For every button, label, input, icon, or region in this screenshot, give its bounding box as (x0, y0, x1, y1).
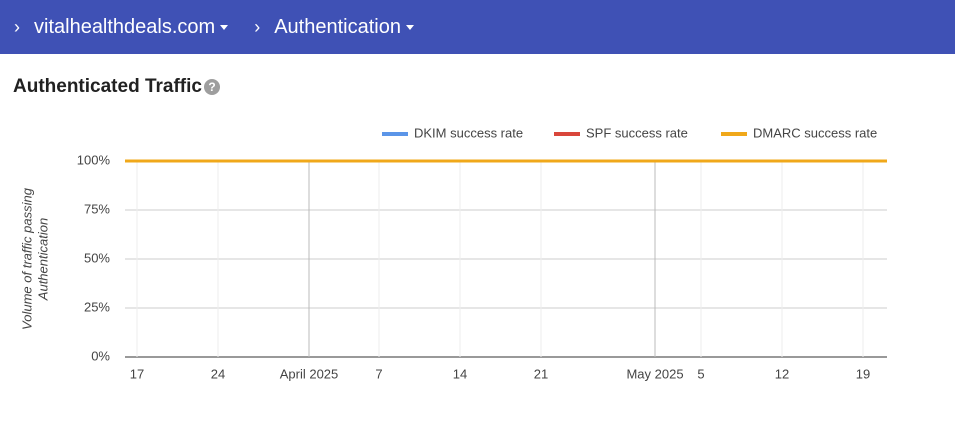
x-tick-label: April 2025 (280, 366, 339, 381)
section-select[interactable]: Authentication (274, 16, 414, 39)
x-tick-label: 24 (211, 366, 225, 381)
x-tick-label: May 2025 (626, 366, 683, 381)
y-tick-label: 0% (91, 348, 110, 363)
chevron: › (14, 16, 20, 37)
y-axis-label: Authentication (35, 218, 50, 301)
x-tick-label: 7 (375, 366, 382, 381)
y-tick-label: 100% (77, 152, 111, 167)
chevron: › (254, 16, 261, 37)
section: Authentication (274, 15, 401, 38)
legend-label: DMARC success rate (753, 125, 877, 140)
legend-label: SPF success rate (586, 125, 688, 140)
chart: 0% 25% 50% 75% 100% 17 24 April 2025 7 14 21 May 20… (19, 125, 887, 381)
x-tick-label: 17 (130, 366, 144, 381)
y-tick-label: 50% (84, 250, 110, 265)
panel-title: Authenticated Traffic (13, 76, 202, 97)
x-tick-label: 5 (697, 366, 704, 381)
domain: vitalhealthdeals.com (34, 15, 216, 38)
y-tick-label: 75% (84, 201, 110, 216)
y-tick-label: 25% (84, 299, 110, 314)
x-tick-label: 14 (453, 366, 467, 381)
y-axis-label: Volume of traffic passing (19, 187, 34, 330)
x-tick-label: 12 (775, 366, 789, 381)
help-icon[interactable]: ? (203, 79, 220, 95)
top-bar: › vitalhealthdeals.com › Authentication (0, 0, 955, 54)
panel-heading: Authenticated Traffic? (13, 76, 955, 98)
x-tick-label: 21 (534, 366, 548, 381)
domain-select[interactable]: vitalhealthdeals.com (34, 15, 229, 39)
x-tick-label: 19 (856, 366, 870, 381)
legend-label: DKIM success rate (414, 125, 523, 140)
